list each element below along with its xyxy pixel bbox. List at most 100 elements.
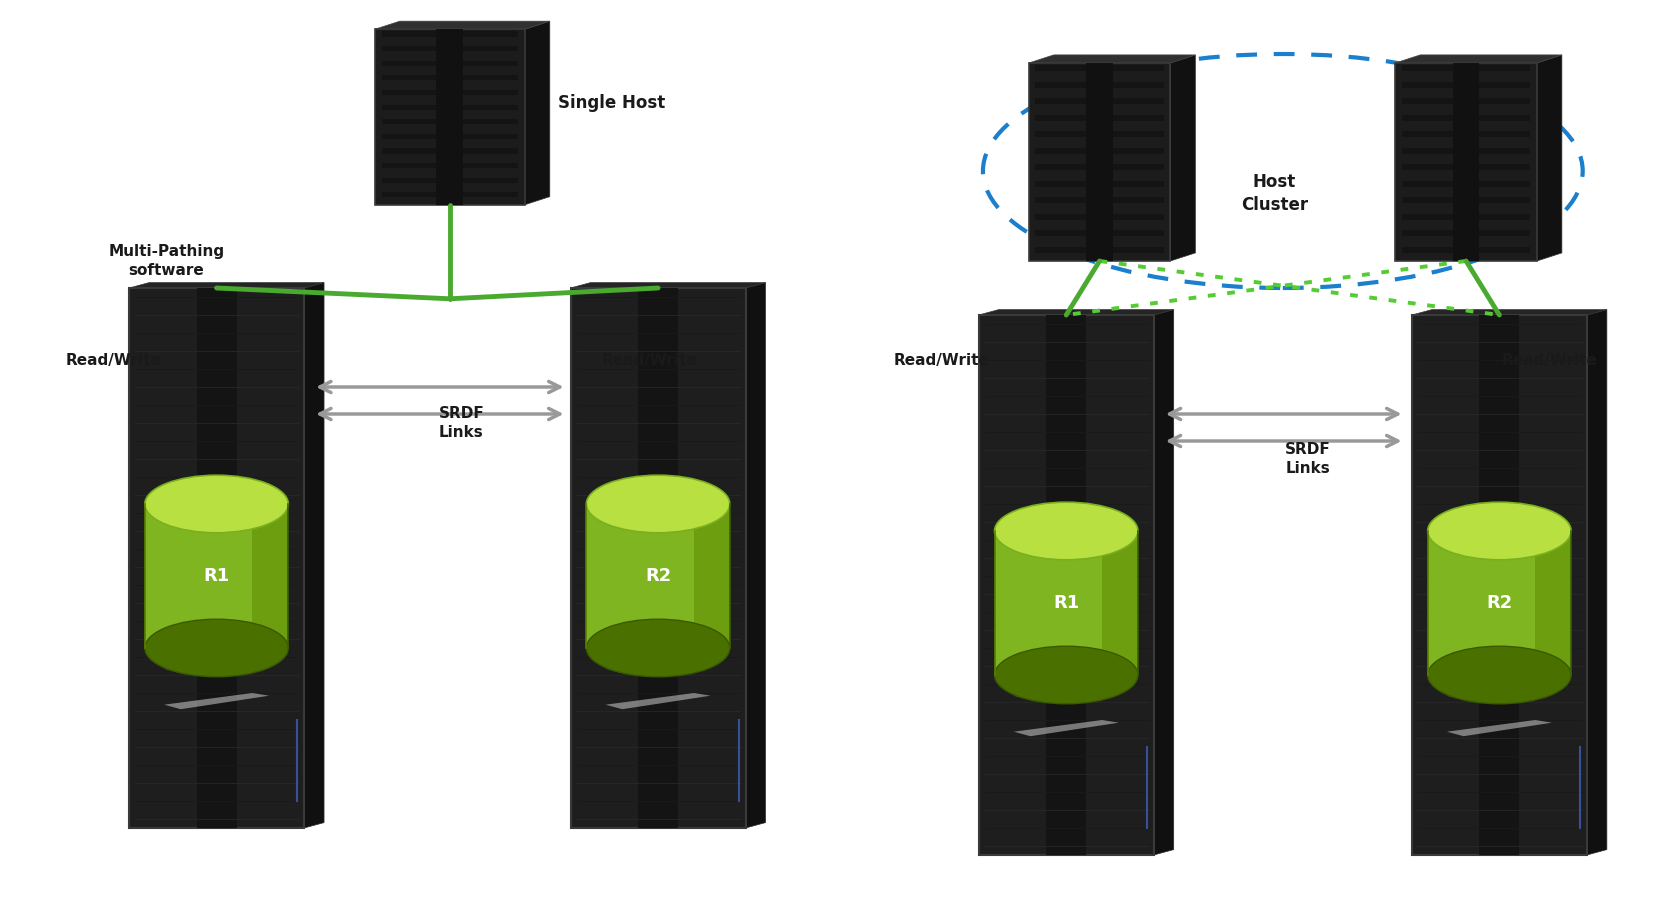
FancyBboxPatch shape — [382, 60, 518, 66]
FancyBboxPatch shape — [1411, 315, 1586, 855]
Polygon shape — [1446, 720, 1551, 736]
FancyBboxPatch shape — [1403, 98, 1531, 104]
Text: R1: R1 — [1053, 594, 1080, 612]
Ellipse shape — [145, 619, 288, 677]
FancyBboxPatch shape — [1403, 82, 1531, 88]
FancyBboxPatch shape — [1036, 148, 1165, 154]
FancyBboxPatch shape — [382, 119, 518, 124]
FancyBboxPatch shape — [1103, 531, 1138, 675]
Text: Read/Write: Read/Write — [65, 353, 162, 367]
FancyBboxPatch shape — [130, 288, 303, 828]
FancyBboxPatch shape — [253, 504, 288, 648]
Ellipse shape — [1428, 646, 1571, 704]
Polygon shape — [1013, 684, 1120, 700]
Ellipse shape — [145, 475, 288, 533]
Polygon shape — [606, 657, 710, 673]
Polygon shape — [163, 657, 270, 673]
Ellipse shape — [586, 619, 730, 677]
FancyBboxPatch shape — [382, 104, 518, 110]
FancyBboxPatch shape — [1036, 230, 1165, 237]
Text: R1: R1 — [203, 567, 230, 585]
FancyBboxPatch shape — [1086, 63, 1113, 261]
FancyBboxPatch shape — [638, 288, 678, 828]
FancyBboxPatch shape — [382, 193, 518, 197]
FancyBboxPatch shape — [1036, 197, 1165, 203]
Polygon shape — [606, 693, 710, 709]
Polygon shape — [130, 283, 323, 288]
FancyBboxPatch shape — [1428, 531, 1571, 675]
Text: Read/Write: Read/Write — [893, 353, 990, 367]
FancyBboxPatch shape — [995, 531, 1138, 675]
FancyBboxPatch shape — [1036, 247, 1165, 253]
FancyBboxPatch shape — [1403, 247, 1531, 253]
Text: R2: R2 — [645, 567, 671, 585]
FancyBboxPatch shape — [382, 134, 518, 139]
FancyBboxPatch shape — [1403, 115, 1531, 121]
Text: Read/Write: Read/Write — [1501, 353, 1598, 367]
Polygon shape — [1586, 310, 1606, 855]
FancyBboxPatch shape — [1403, 197, 1531, 203]
Ellipse shape — [995, 502, 1138, 560]
FancyBboxPatch shape — [197, 288, 237, 828]
FancyBboxPatch shape — [382, 177, 518, 183]
FancyBboxPatch shape — [980, 315, 1153, 855]
Polygon shape — [375, 21, 550, 29]
FancyBboxPatch shape — [1036, 115, 1165, 121]
FancyBboxPatch shape — [1403, 230, 1531, 237]
FancyBboxPatch shape — [382, 76, 518, 80]
FancyBboxPatch shape — [1030, 63, 1170, 261]
FancyBboxPatch shape — [1403, 181, 1531, 187]
FancyBboxPatch shape — [1036, 131, 1165, 138]
Text: Multi-Pathing
software: Multi-Pathing software — [108, 244, 225, 278]
FancyBboxPatch shape — [1453, 63, 1479, 261]
Ellipse shape — [586, 475, 730, 533]
FancyBboxPatch shape — [586, 504, 730, 648]
Text: SRDF
Links: SRDF Links — [438, 406, 485, 440]
FancyBboxPatch shape — [382, 90, 518, 95]
FancyBboxPatch shape — [382, 163, 518, 168]
FancyBboxPatch shape — [1396, 63, 1536, 261]
Ellipse shape — [1428, 502, 1571, 560]
Polygon shape — [1170, 55, 1195, 261]
FancyBboxPatch shape — [1036, 66, 1165, 71]
FancyBboxPatch shape — [145, 504, 288, 648]
FancyBboxPatch shape — [382, 46, 518, 51]
Polygon shape — [980, 310, 1173, 315]
FancyBboxPatch shape — [1036, 181, 1165, 187]
Polygon shape — [745, 283, 766, 828]
Polygon shape — [525, 21, 550, 205]
FancyBboxPatch shape — [1479, 315, 1519, 855]
Polygon shape — [1446, 684, 1551, 700]
FancyBboxPatch shape — [1036, 82, 1165, 88]
Ellipse shape — [995, 646, 1138, 704]
Text: R2: R2 — [1486, 594, 1513, 612]
FancyBboxPatch shape — [1403, 165, 1531, 170]
Polygon shape — [303, 283, 323, 828]
Text: Host
Cluster: Host Cluster — [1241, 174, 1308, 213]
FancyBboxPatch shape — [1403, 148, 1531, 154]
FancyBboxPatch shape — [1036, 98, 1165, 104]
Polygon shape — [1013, 720, 1120, 736]
Text: SRDF
Links: SRDF Links — [1284, 442, 1331, 476]
FancyBboxPatch shape — [695, 504, 730, 648]
Text: Single Host: Single Host — [558, 94, 665, 112]
FancyBboxPatch shape — [1403, 131, 1531, 138]
Polygon shape — [1536, 55, 1561, 261]
FancyBboxPatch shape — [1036, 214, 1165, 220]
Polygon shape — [163, 693, 270, 709]
FancyBboxPatch shape — [375, 29, 525, 205]
FancyBboxPatch shape — [1403, 66, 1531, 71]
Polygon shape — [1396, 55, 1561, 63]
Polygon shape — [1411, 310, 1606, 315]
Polygon shape — [1153, 310, 1173, 855]
FancyBboxPatch shape — [1536, 531, 1571, 675]
FancyBboxPatch shape — [436, 29, 463, 205]
FancyBboxPatch shape — [570, 288, 745, 828]
Polygon shape — [570, 283, 766, 288]
FancyBboxPatch shape — [1036, 165, 1165, 170]
Polygon shape — [1030, 55, 1195, 63]
Text: Read/Write: Read/Write — [601, 353, 698, 367]
FancyBboxPatch shape — [1046, 315, 1086, 855]
FancyBboxPatch shape — [382, 148, 518, 154]
FancyBboxPatch shape — [382, 32, 518, 37]
